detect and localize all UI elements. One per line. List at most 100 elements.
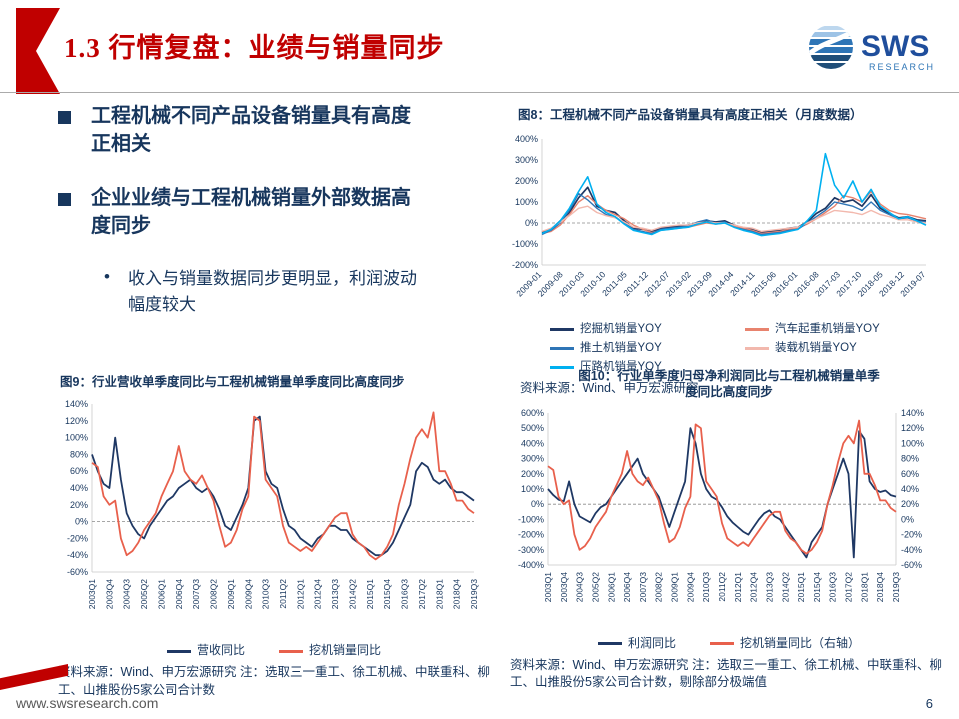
- svg-text:60%: 60%: [901, 468, 919, 478]
- legend-label: 挖掘机销量YOY: [580, 323, 662, 336]
- svg-text:2015Q4: 2015Q4: [382, 579, 392, 610]
- svg-text:-200%: -200%: [518, 529, 544, 539]
- svg-text:2007Q3: 2007Q3: [191, 579, 201, 610]
- svg-text:2016Q3: 2016Q3: [828, 571, 838, 602]
- svg-text:2014Q2: 2014Q2: [347, 579, 357, 610]
- svg-text:2013Q3: 2013Q3: [764, 571, 774, 602]
- bullet-item-2: 企业业绩与工程机械销量外部数据高度同步: [58, 184, 503, 240]
- svg-text:400%: 400%: [515, 134, 538, 144]
- page-title: 1.3 行情复盘：业绩与销量同步: [64, 33, 445, 63]
- svg-text:2006Q1: 2006Q1: [156, 579, 166, 610]
- legend-item: 汽车起重机销量YOY: [745, 320, 945, 336]
- svg-text:2003Q1: 2003Q1: [87, 579, 97, 610]
- fig10-title: 图10：行业单季度归母净利润同比与工程机械销量单季度同比高度同步: [578, 369, 880, 400]
- legend-item: 挖掘机销量YOY: [550, 320, 745, 336]
- svg-text:2009Q4: 2009Q4: [685, 571, 695, 602]
- fig9-source: 资料来源：Wind、申万宏源研究 注：选取三一重工、徐工机械、中联重科、柳工、山…: [58, 665, 490, 697]
- sub-bullet-text: 收入与销量数据同步更明显，利润波动幅度较大: [127, 269, 417, 315]
- svg-text:2006Q4: 2006Q4: [622, 571, 632, 602]
- svg-text:2011Q2: 2011Q2: [717, 571, 727, 601]
- footer-url: www.swsresearch.com: [16, 695, 159, 711]
- svg-text:2015Q1: 2015Q1: [365, 579, 375, 610]
- legend-item: 利润同比: [597, 634, 676, 651]
- legend-label: 挖机销量同比（右轴）: [740, 635, 861, 650]
- legend-label: 压路机销量YOY: [580, 361, 662, 374]
- square-bullet-icon: [58, 193, 71, 206]
- svg-text:2018Q4: 2018Q4: [452, 579, 462, 610]
- svg-text:300%: 300%: [515, 155, 538, 165]
- svg-text:40%: 40%: [70, 483, 88, 493]
- svg-text:2012Q1: 2012Q1: [295, 579, 305, 610]
- svg-text:-400%: -400%: [518, 560, 544, 570]
- legend-item: 装载机销量YOY: [745, 339, 945, 355]
- svg-text:200%: 200%: [521, 468, 544, 478]
- svg-text:140%: 140%: [901, 408, 924, 418]
- svg-text:-20%: -20%: [901, 529, 922, 539]
- legend-item: 挖机销量同比: [279, 641, 381, 658]
- svg-text:60%: 60%: [70, 466, 88, 476]
- svg-text:100%: 100%: [515, 197, 538, 207]
- fig9-legend: 营收同比 挖机销量同比: [48, 641, 500, 658]
- svg-text:2008Q2: 2008Q2: [654, 571, 664, 602]
- svg-text:2015Q4: 2015Q4: [812, 571, 822, 602]
- svg-text:2012Q4: 2012Q4: [313, 579, 323, 610]
- logo-globe-icon: [809, 26, 853, 69]
- svg-text:2018Q1: 2018Q1: [434, 579, 444, 610]
- svg-text:2018Q4: 2018Q4: [875, 571, 885, 602]
- svg-text:0%: 0%: [525, 218, 538, 228]
- svg-text:-60%: -60%: [901, 560, 922, 570]
- svg-text:2017Q2: 2017Q2: [417, 579, 427, 610]
- svg-text:100%: 100%: [521, 484, 544, 494]
- svg-text:20%: 20%: [901, 499, 919, 509]
- svg-text:2003Q4: 2003Q4: [559, 571, 569, 602]
- legend-label: 推土机销量YOY: [580, 342, 662, 355]
- svg-text:2003Q4: 2003Q4: [104, 579, 114, 610]
- legend-swatch-icon: [745, 346, 769, 350]
- svg-text:2003Q1: 2003Q1: [543, 571, 553, 602]
- legend-swatch-icon: [279, 649, 303, 653]
- svg-text:2009Q1: 2009Q1: [226, 579, 236, 610]
- fig9-title: 图9：行业营收单季度同比与工程机械销量单季度同比高度同步: [60, 375, 405, 389]
- svg-text:2007Q3: 2007Q3: [638, 571, 648, 602]
- svg-text:2013Q3: 2013Q3: [330, 579, 340, 610]
- svg-text:500%: 500%: [521, 423, 544, 433]
- fig8-legend: 挖掘机销量YOY 汽车起重机销量YOY 推土机销量YOY 装载机销量YOY 压路机销量Y…: [506, 320, 956, 374]
- fig10-panel: 图10：行业单季度归母净利润同比与工程机械销量单季度同比高度同步 -400% -3…: [500, 368, 958, 692]
- svg-text:-100%: -100%: [512, 239, 538, 249]
- legend-swatch-icon: [745, 327, 769, 331]
- svg-text:80%: 80%: [70, 450, 88, 460]
- legend-label: 利润同比: [627, 635, 676, 650]
- svg-text:2018Q1: 2018Q1: [859, 571, 869, 602]
- svg-text:2010Q3: 2010Q3: [701, 571, 711, 602]
- svg-text:2005Q2: 2005Q2: [139, 579, 149, 610]
- svg-text:2012Q4: 2012Q4: [749, 571, 759, 602]
- svg-text:120%: 120%: [901, 423, 924, 433]
- svg-text:2011Q2: 2011Q2: [278, 579, 288, 609]
- fig10-legend: 利润同比 挖机销量同比（右轴）: [500, 634, 958, 651]
- svg-text:-100%: -100%: [518, 514, 544, 524]
- svg-text:2016Q3: 2016Q3: [400, 579, 410, 610]
- svg-text:600%: 600%: [521, 408, 544, 418]
- fig8-title: 图8：工程机械不同产品设备销量具有高度正相关（月度数据）: [518, 108, 863, 122]
- svg-text:0%: 0%: [531, 499, 544, 509]
- fig8-chart: -200% -100% 0% 100% 200% 300% 400% 2009-01 2009-…: [506, 127, 956, 318]
- legend-label: 挖机销量同比: [309, 643, 382, 658]
- bullet-list: 工程机械不同产品设备销量具有高度正相关 企业业绩与工程机械销量外部数据高度同步 …: [58, 102, 503, 319]
- dot-bullet-icon: •: [104, 267, 110, 286]
- svg-text:2006Q1: 2006Q1: [606, 571, 616, 602]
- fig8-panel: 图8：工程机械不同产品设备销量具有高度正相关（月度数据） -200% -100% 0…: [506, 107, 956, 398]
- fig10-chart: -400% -300% -200% -100% 0% 100% 200% 300% 400% 50…: [500, 405, 958, 632]
- svg-text:100%: 100%: [901, 438, 924, 448]
- svg-text:2014Q2: 2014Q2: [780, 571, 790, 602]
- svg-text:300%: 300%: [521, 453, 544, 463]
- svg-text:2012Q1: 2012Q1: [733, 571, 743, 602]
- svg-text:2005Q2: 2005Q2: [590, 571, 600, 602]
- svg-text:-300%: -300%: [518, 544, 544, 554]
- legend-item: 压路机销量YOY: [550, 358, 745, 374]
- svg-text:2004Q3: 2004Q3: [122, 579, 132, 610]
- legend-swatch-icon: [166, 649, 191, 653]
- svg-text:2009Q4: 2009Q4: [243, 579, 253, 610]
- fig8-source: 资料来源：Wind、申万宏源研究: [520, 381, 699, 396]
- legend-item: 推土机销量YOY: [550, 339, 745, 355]
